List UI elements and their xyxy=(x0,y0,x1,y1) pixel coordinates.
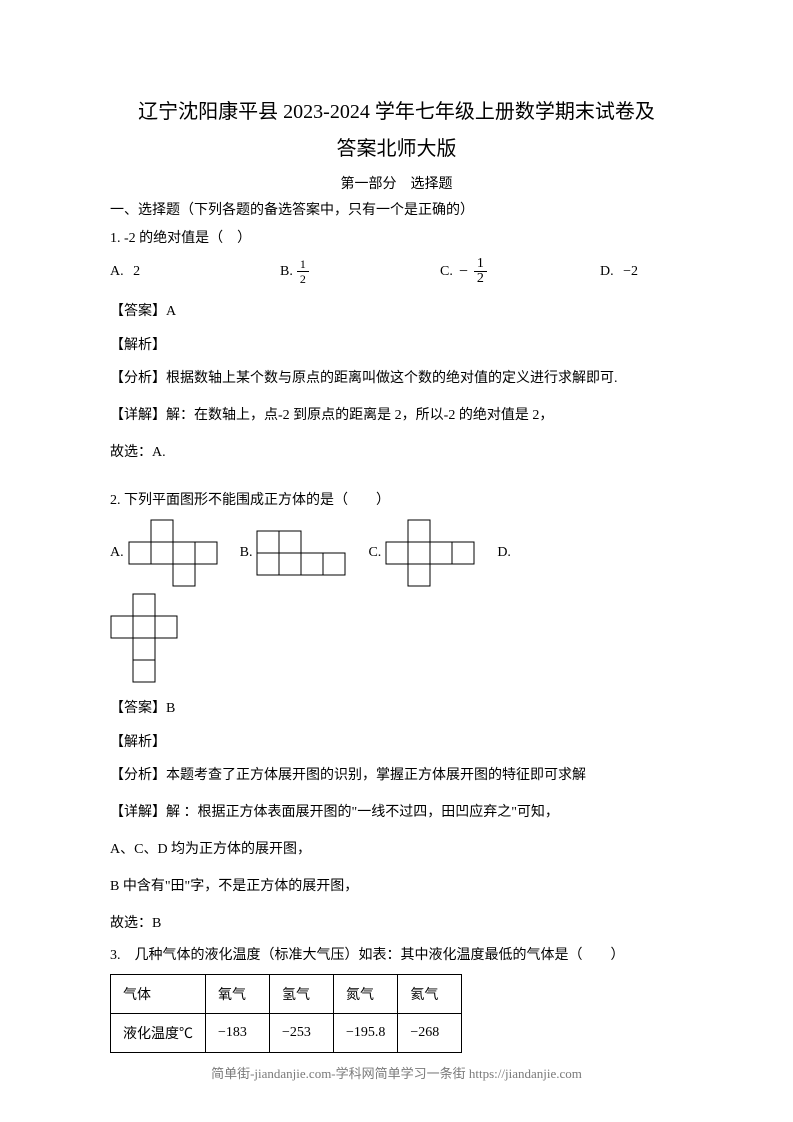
fraction-denominator: 2 xyxy=(474,272,487,286)
option-label: D. xyxy=(600,264,614,279)
q2-option-a-label: A. xyxy=(110,545,124,561)
cube-net-c-icon xyxy=(385,519,475,587)
q1-answer: 【答案】A xyxy=(110,300,683,320)
cube-net-d-wrapper xyxy=(110,593,683,683)
q2-option-b-label: B. xyxy=(240,545,253,561)
option-label: B. xyxy=(280,264,293,280)
q3-stem: 3. 几种气体的液化温度（标准大气压）如表：其中液化温度最低的气体是（ ） xyxy=(110,944,683,964)
table-cell: 气体 xyxy=(111,975,206,1014)
q1-option-d: D. −2 xyxy=(600,264,680,280)
table-cell: 氦气 xyxy=(398,975,462,1014)
table-cell: −253 xyxy=(270,1014,334,1053)
table-cell: 氧气 xyxy=(206,975,270,1014)
negative-sign: − xyxy=(459,263,468,281)
fraction-icon: 1 2 xyxy=(474,257,487,286)
option-label: C. xyxy=(440,264,453,280)
q2-stem: 2. 下列平面图形不能围成正方体的是（ ） xyxy=(110,489,683,509)
cube-net-a-icon xyxy=(128,519,218,587)
q2-answer: 【答案】B xyxy=(110,697,683,717)
fraction-numerator: 1 xyxy=(297,257,309,272)
q2-jiexi: 【解析】 xyxy=(110,731,683,751)
q2-option-c-label: C. xyxy=(368,545,381,561)
option-label: A. xyxy=(110,264,124,279)
q2-line-acd: A、C、D 均为正方体的展开图， xyxy=(110,839,683,860)
q2-line-b: B 中含有"田"字，不是正方体的展开图， xyxy=(110,876,683,897)
page-title-line1: 辽宁沈阳康平县 2023-2024 学年七年级上册数学期末试卷及 xyxy=(110,95,683,124)
q1-option-b: B. 1 2 xyxy=(280,257,440,286)
table-row: 气体 氧气 氢气 氮气 氦气 xyxy=(111,975,462,1014)
section-header: 一、选择题（下列各题的备选答案中，只有一个是正确的） xyxy=(110,199,683,219)
q1-option-a: A. 2 xyxy=(110,264,280,280)
table-cell: 氢气 xyxy=(270,975,334,1014)
option-value: 2 xyxy=(133,264,140,279)
q2-xiangjie: 【详解】解 ：根据正方体表面展开图的"一线不过四，田凹应弃之"可知， xyxy=(110,802,683,823)
q1-fenxi: 【分析】根据数轴上某个数与原点的距离叫做这个数的绝对值的定义进行求解即可. xyxy=(110,368,683,389)
table-cell: 液化温度℃ xyxy=(111,1014,206,1053)
q2-option-d-label: D. xyxy=(497,545,511,561)
option-value: −2 xyxy=(623,264,638,279)
q2-guxuan: 故选：B xyxy=(110,913,683,934)
q3-table: 气体 氧气 氢气 氮气 氦气 液化温度℃ −183 −253 −195.8 −2… xyxy=(110,974,462,1053)
q2-fenxi: 【分析】本题考查了正方体展开图的识别，掌握正方体展开图的特征即可求解 xyxy=(110,765,683,786)
q2-options-row: A. B. C. D. xyxy=(110,519,683,587)
part-label: 第一部分 选择题 xyxy=(110,173,683,193)
q1-option-c: C. − 1 2 xyxy=(440,257,600,286)
q1-jiexi: 【解析】 xyxy=(110,334,683,354)
table-cell: −195.8 xyxy=(334,1014,398,1053)
fraction-icon: 1 2 xyxy=(297,257,309,286)
table-row: 液化温度℃ −183 −253 −195.8 −268 xyxy=(111,1014,462,1053)
fraction-denominator: 2 xyxy=(297,272,309,286)
table-cell: −268 xyxy=(398,1014,462,1053)
fraction-numerator: 1 xyxy=(474,257,487,272)
table-cell: 氮气 xyxy=(334,975,398,1014)
q1-stem: 1. -2 的绝对值是（ ） xyxy=(110,227,683,247)
q1-xiangjie: 【详解】解：在数轴上，点-2 到原点的距离是 2，所以-2 的绝对值是 2， xyxy=(110,405,683,426)
q1-guxuan: 故选：A. xyxy=(110,442,683,463)
table-cell: −183 xyxy=(206,1014,270,1053)
cube-net-d-icon xyxy=(110,593,178,683)
page-footer: 简单街-jiandanjie.com-学科网简单学习一条街 https://ji… xyxy=(0,1063,793,1082)
page-title-line2: 答案北师大版 xyxy=(110,132,683,161)
cube-net-b-icon xyxy=(256,530,346,576)
q1-options: A. 2 B. 1 2 C. − 1 2 D. −2 xyxy=(110,257,683,286)
